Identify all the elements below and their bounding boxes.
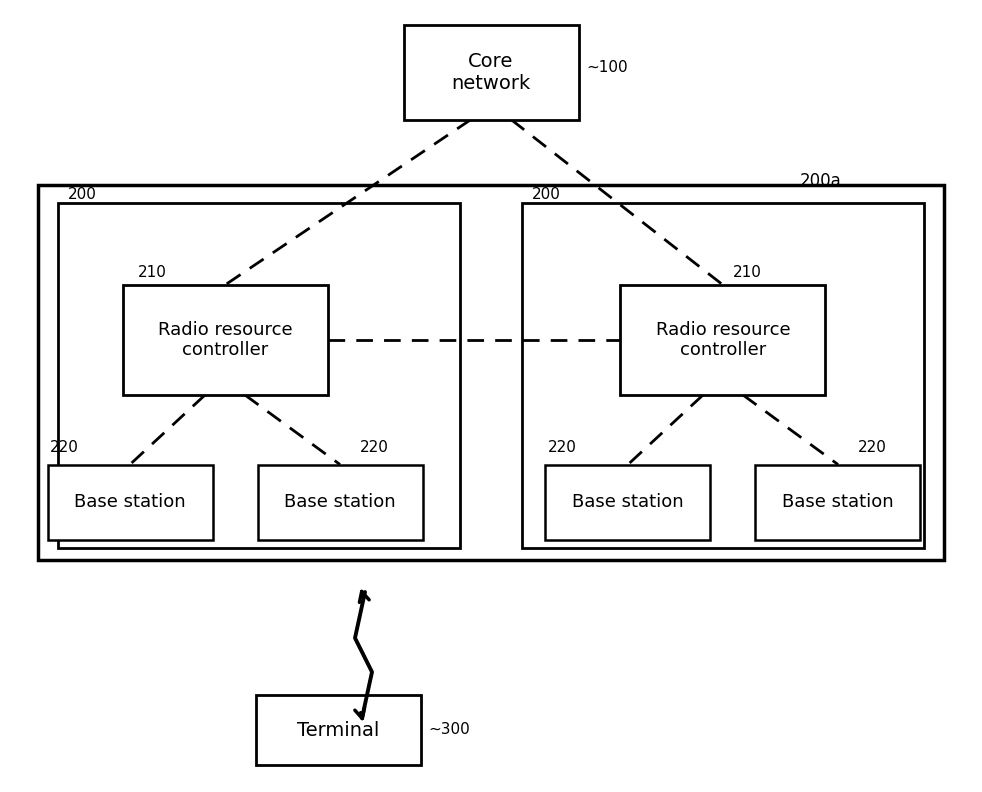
Text: 210: 210 [733,265,762,280]
Bar [621,285,826,395]
Text: 220: 220 [548,440,576,455]
Text: 200: 200 [68,187,97,202]
Text: Base station: Base station [284,493,396,511]
Bar [522,203,924,548]
Bar [755,464,920,539]
Text: Base station: Base station [75,493,186,511]
Text: 220: 220 [858,440,887,455]
Bar [123,285,328,395]
Text: 220: 220 [360,440,389,455]
Text: 210: 210 [137,265,166,280]
Bar [255,695,420,765]
Text: Base station: Base station [573,493,683,511]
Bar [38,185,944,560]
Text: ~100: ~100 [586,59,628,74]
Text: Base station: Base station [783,493,894,511]
Bar [58,203,460,548]
Text: Radio resource
controller: Radio resource controller [158,321,293,360]
Bar [545,464,711,539]
Text: Core
network: Core network [452,51,530,93]
Bar [47,464,212,539]
Text: 200a: 200a [800,172,842,190]
Text: ~300: ~300 [428,722,470,737]
Text: 200: 200 [532,187,561,202]
Text: Radio resource
controller: Radio resource controller [656,321,791,360]
Text: 220: 220 [50,440,79,455]
Text: Terminal: Terminal [297,721,379,740]
Bar [257,464,422,539]
Bar [404,25,578,120]
